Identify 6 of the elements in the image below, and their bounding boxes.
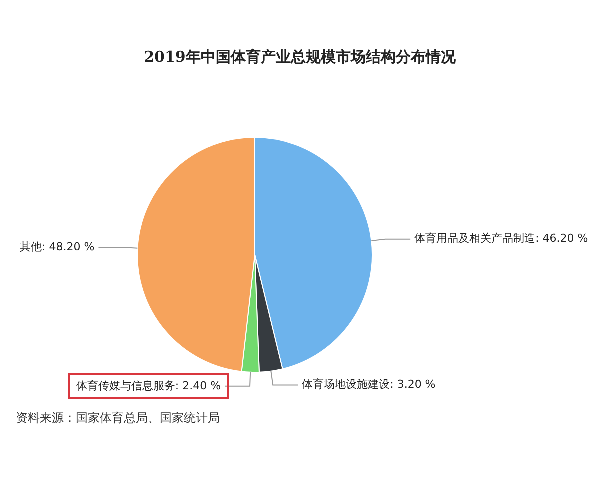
slice-label: 其他: 48.20 %: [20, 240, 95, 254]
chart-title: 2019年中国体育产业总规模市场结构分布情况: [143, 48, 457, 67]
slice-label: 体育传媒与信息服务: 2.40 %: [76, 379, 222, 392]
text: 资料来源：国家体育总局、国家统计局: [16, 410, 220, 427]
slice-label: 体育用品及相关产品制造: 46.20 %: [414, 232, 588, 246]
slice-label: 体育场地设施建设: 3.20 %: [302, 378, 436, 392]
